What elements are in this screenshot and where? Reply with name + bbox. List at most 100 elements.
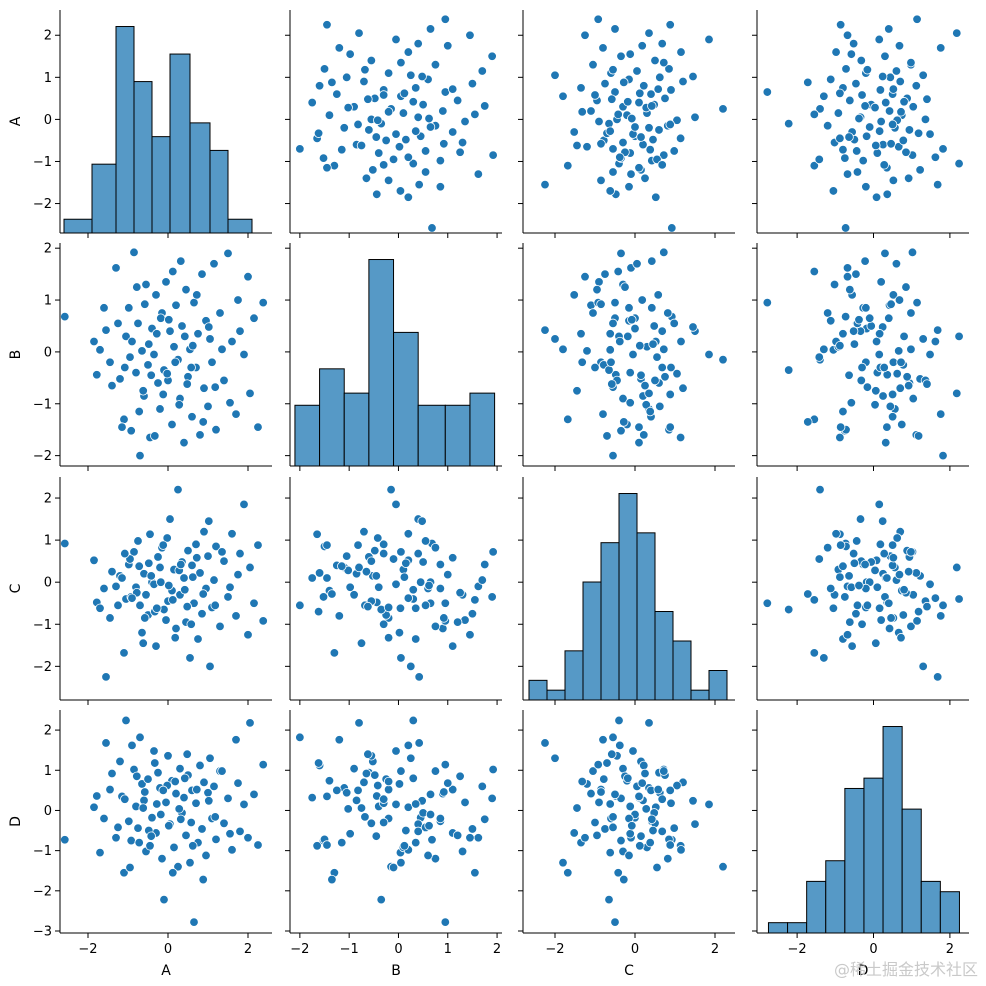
scatter-point: [851, 78, 861, 89]
scatter-point: [129, 547, 139, 557]
scatter-point: [349, 763, 359, 774]
scatter-point: [861, 131, 872, 141]
scatter-point: [672, 115, 682, 125]
scatter-point: [665, 840, 675, 850]
scatter-point: [477, 575, 487, 585]
panel-A-A: −2 −1 0 1 2 A: [8, 10, 272, 238]
scatter-point: [99, 583, 109, 594]
scatter-point: [840, 311, 851, 322]
scatter-point: [356, 140, 367, 151]
scatter-point: [107, 566, 117, 577]
scatter-point: [371, 132, 381, 142]
scatter-point: [894, 295, 905, 305]
scatter-point: [842, 30, 853, 40]
scatter-point: [844, 571, 854, 581]
scatter-point: [167, 419, 177, 430]
scatter-point: [225, 398, 235, 408]
scatter-point: [665, 785, 675, 796]
panel-D-B: −2 −1 0 1 2 B: [285, 710, 502, 979]
scatter-point: [243, 630, 253, 640]
scatter-point: [659, 766, 669, 776]
scatter-point: [249, 598, 259, 608]
panel-D-A: −2 0 2 −3 −2 −1 0 1 2 A D: [8, 710, 272, 979]
scatter-point: [374, 582, 384, 592]
scatter-point: [227, 845, 237, 855]
scatter-point: [418, 99, 428, 110]
scatter-point: [182, 379, 192, 389]
scatter-point: [822, 542, 833, 553]
scatter-point: [188, 841, 198, 851]
scatter-point: [911, 81, 921, 91]
scatter-point: [155, 404, 165, 414]
scatter-point: [408, 585, 418, 595]
scatter-point: [314, 81, 325, 91]
scatter-point: [105, 613, 115, 623]
scatter-point: [313, 758, 324, 768]
scatter-point: [354, 718, 364, 728]
y-tick-label: 1: [44, 534, 52, 549]
x-tick-label: 0: [394, 942, 402, 957]
panel-D-D: −2 0 2 D: [752, 710, 969, 979]
scatter-point: [930, 336, 941, 347]
scatter-point: [105, 357, 115, 367]
scatter-point: [847, 641, 857, 651]
scatter-point: [655, 401, 665, 412]
scatter-point: [227, 529, 237, 539]
scatter-point: [217, 547, 227, 557]
scatter-point: [187, 412, 197, 422]
scatter-point: [343, 102, 353, 113]
scatter-point: [345, 829, 355, 839]
scatter-point: [447, 553, 458, 563]
scatter-point: [640, 380, 650, 391]
scatter-point: [814, 154, 824, 165]
scatter-point: [383, 784, 394, 795]
scatter-point: [180, 585, 190, 595]
scatter-point: [593, 14, 603, 24]
scatter-point: [408, 158, 418, 169]
scatter-point: [420, 146, 431, 156]
scatter-point: [141, 590, 151, 600]
scatter-point: [126, 426, 136, 436]
scatter-point: [627, 113, 637, 124]
scatter-point: [852, 167, 863, 177]
scatter-point: [135, 600, 145, 611]
scatter-point: [322, 791, 332, 802]
scatter-point: [487, 51, 497, 61]
y-tick-label: 2: [44, 242, 52, 257]
scatter-point: [201, 850, 211, 861]
scatter-point: [249, 313, 259, 323]
scatter-point: [253, 540, 263, 550]
scatter-point: [373, 115, 383, 125]
scatter-point: [233, 778, 243, 788]
scatter-point: [871, 336, 882, 347]
scatter-point: [814, 352, 824, 362]
scatter-point: [394, 627, 405, 638]
scatter-point: [197, 269, 207, 279]
scatter-point: [198, 589, 208, 599]
scatter-point: [906, 308, 916, 318]
scatter-point: [922, 94, 932, 104]
scatter-point: [886, 613, 896, 623]
scatter-point: [173, 484, 183, 495]
scatter-point: [231, 735, 241, 745]
scatter-point: [857, 362, 867, 373]
scatter-point: [887, 412, 898, 422]
scatter-point: [838, 406, 848, 417]
scatter-point: [131, 367, 141, 378]
scatter-point: [425, 789, 436, 800]
scatter-point: [480, 559, 490, 570]
scatter-point: [408, 773, 418, 784]
scatter-point: [440, 917, 451, 927]
scatter-point: [604, 894, 614, 905]
scatter-point: [870, 565, 880, 576]
scatter-point: [165, 326, 175, 336]
scatter-point: [388, 862, 399, 873]
scatter-point: [572, 803, 582, 813]
scatter-point: [141, 279, 151, 290]
scatter-point: [912, 14, 922, 24]
scatter-point: [322, 163, 332, 173]
scatter-point: [840, 223, 851, 233]
y-axis-label: D: [8, 816, 24, 827]
scatter-point: [403, 192, 414, 202]
scatter-point: [922, 379, 932, 389]
